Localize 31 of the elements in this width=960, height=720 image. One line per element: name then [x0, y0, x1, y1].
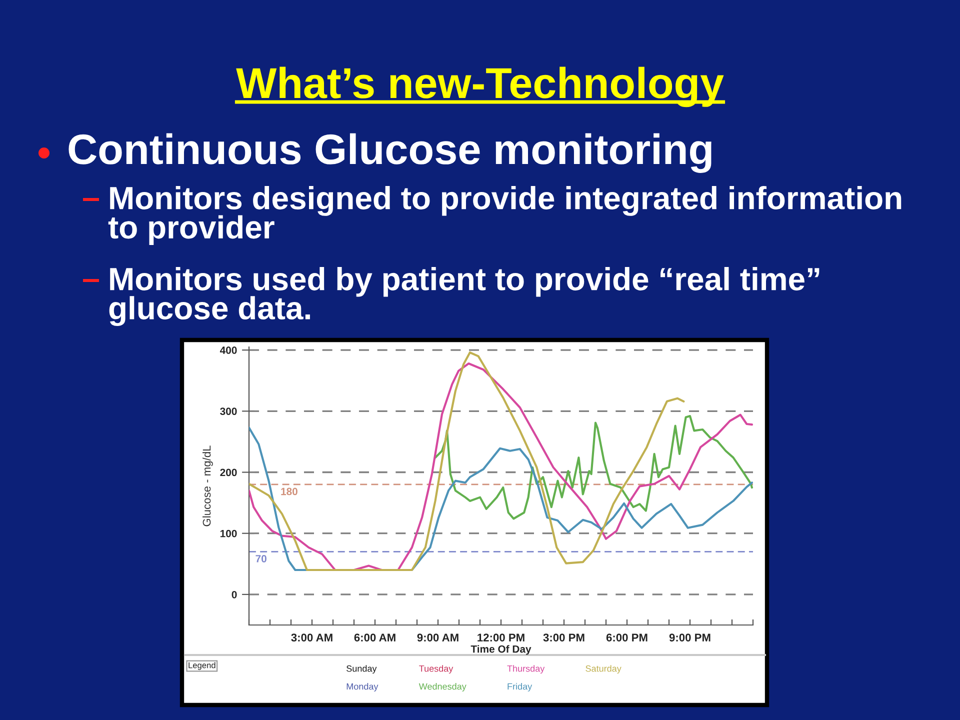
ref-line-label: 70 [256, 555, 266, 562]
text: Thursday [507, 665, 545, 674]
x-axis-title: Time Of Day [470, 645, 532, 655]
y-tick-label: 100 [220, 530, 237, 538]
x-tick-label: 6:00 PM [606, 634, 648, 642]
line-series [249, 351, 685, 572]
y-tick-label: 400 [220, 346, 237, 354]
text: Saturday [586, 665, 622, 674]
y-axis-title: Glucose - mg/dL [202, 446, 213, 526]
text: Wednesday [418, 683, 466, 692]
text: Monitors designed to provide integrated information to provider [108, 186, 902, 245]
legend-label: Sunday [346, 665, 377, 674]
x-tick-label: 3:00 PM [543, 634, 584, 642]
line-series [434, 414, 753, 520]
x-tick-label: 3:00 AM [291, 634, 332, 642]
legend-label: Tuesday [419, 665, 454, 674]
y-tick-label: 300 [220, 408, 237, 416]
x-tick-label: 12:00 PM [478, 634, 524, 642]
ref-line-label: 180 [281, 488, 298, 496]
chart-subtitle: Continuous Glucose monitoring [68, 133, 712, 173]
y-tick-label: 0 [232, 590, 237, 598]
chart-title: What’s new-Technology [236, 66, 724, 108]
text: Monitors used by patient to provide “real time” glucose data. [109, 267, 820, 326]
x-tick-label: 6:00 AM [354, 634, 396, 642]
x-tick-label: 9:00 PM [669, 634, 710, 642]
text: Friday [508, 683, 532, 692]
x-tick-label: 9:00 AM [417, 634, 458, 642]
line-series [249, 362, 753, 572]
y-tick-label: 200 [220, 468, 237, 476]
legend-label: Monday [346, 683, 378, 692]
legend-title: Legend [188, 662, 216, 670]
